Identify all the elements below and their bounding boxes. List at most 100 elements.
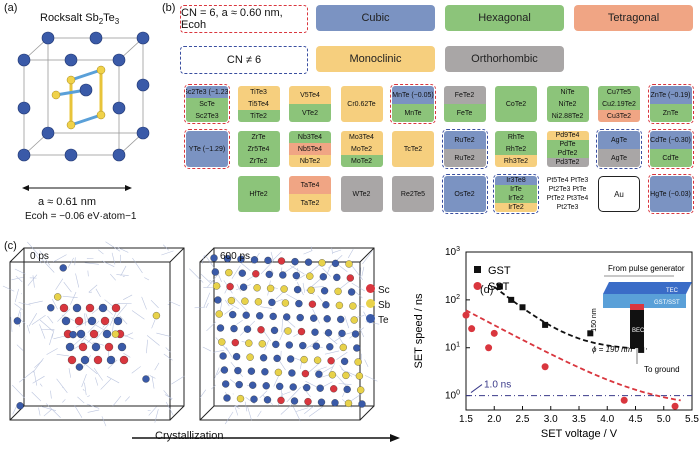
atom — [290, 397, 299, 405]
compound-label: TiTe2 — [237, 110, 280, 122]
bond-line — [260, 261, 274, 275]
time-600ps: 600 ps — [220, 251, 251, 262]
atom — [323, 315, 331, 323]
bond-line — [202, 346, 212, 352]
bond-line — [336, 351, 348, 360]
compound-label: TaTe2 — [289, 194, 331, 212]
atom — [299, 341, 307, 350]
bond-line — [107, 359, 118, 369]
bond-line — [82, 388, 85, 392]
bond-line — [100, 378, 112, 390]
x-axis-label: SET voltage / V — [541, 428, 618, 440]
sst-point — [671, 402, 679, 410]
atom — [295, 299, 303, 308]
bond-line — [106, 376, 120, 384]
bond-line — [39, 383, 43, 387]
bond-line — [101, 260, 115, 267]
bond-line — [310, 246, 313, 251]
compound-label: FeTe2 — [443, 86, 486, 104]
bond-line — [332, 249, 342, 253]
atom — [319, 273, 327, 281]
compound-label: MoTe2 — [340, 143, 383, 155]
x-tick-label: 5.5 — [685, 414, 699, 425]
bond-line — [131, 310, 145, 320]
compound-label: Rh3Te2 — [495, 155, 537, 167]
bond-line — [151, 376, 155, 389]
bond-line — [295, 407, 309, 412]
atom — [211, 268, 219, 276]
sst-fit-curve — [465, 309, 681, 402]
sst-point — [490, 329, 498, 337]
compound-tile: TiTe3 Ti5Te4 TiTe2 — [237, 86, 280, 122]
atom — [286, 355, 295, 363]
x-tick-label: 2.5 — [516, 414, 530, 425]
compound-tile: CoTe2 — [495, 86, 537, 122]
atom — [274, 368, 283, 377]
atom — [259, 354, 268, 362]
thickness-label: 150 nm — [591, 308, 598, 332]
atom — [300, 355, 308, 364]
bond-line — [236, 320, 243, 325]
atom — [273, 354, 281, 363]
bond-line — [94, 324, 107, 332]
compound-label: RhTe2 — [495, 143, 537, 155]
bond-line — [225, 347, 234, 360]
bond-line — [224, 299, 230, 307]
compound-label: HfTe2 — [237, 176, 280, 212]
bond-line — [232, 404, 240, 408]
compound-label: Cu3Te2 — [598, 110, 640, 122]
bond-line — [124, 332, 133, 337]
atom — [339, 343, 347, 352]
bond-line — [39, 319, 54, 332]
bond-line — [204, 254, 215, 269]
bond-line — [165, 347, 171, 353]
atom — [254, 298, 263, 306]
compound-label: Pt2Te3 PtTe — [546, 185, 589, 194]
panel-d-label: (d) — [480, 284, 494, 296]
legend-cubic: Cubic — [316, 5, 435, 31]
compound-label: IrTe2 — [495, 194, 537, 203]
atom — [261, 368, 269, 376]
bond-line — [67, 257, 74, 268]
bond-line — [27, 241, 41, 257]
compound-tile: TaTe4 TaTe2 — [289, 176, 331, 212]
atom — [281, 299, 290, 307]
compound-label: MnTe (−0.05) — [392, 86, 434, 104]
atom — [320, 287, 329, 295]
legend-series-name: GST — [488, 265, 511, 277]
lattice-arrow — [22, 185, 132, 191]
x-tick-label: 4.0 — [600, 414, 614, 425]
bond-line — [150, 299, 159, 309]
atom — [232, 352, 241, 361]
bond-line — [244, 401, 248, 412]
bond-line — [10, 316, 13, 332]
atom — [324, 329, 333, 337]
atom — [349, 302, 357, 310]
bond-line — [280, 402, 294, 415]
atom — [91, 342, 101, 352]
compound-label: Ir3Te8 — [495, 176, 537, 185]
atom — [308, 300, 317, 308]
panel-c-label: (c) — [4, 240, 17, 252]
atom — [355, 372, 364, 380]
atom — [337, 315, 345, 324]
gst-point — [519, 304, 526, 311]
bond-line — [132, 257, 143, 274]
legend-gst-marker — [474, 266, 481, 273]
bond-line — [51, 298, 58, 310]
bond-line — [306, 339, 319, 349]
bond-line — [206, 272, 220, 288]
atom — [293, 285, 302, 294]
atom — [304, 258, 313, 266]
atom — [250, 256, 259, 264]
atom — [243, 325, 252, 333]
bond-line — [360, 353, 363, 361]
atom — [265, 270, 273, 279]
compound-label: CdTe — [649, 149, 692, 167]
compound-tile: Cu7Te5 Cu2.19Te2 Cu3Te2 — [598, 86, 640, 122]
compound-tile: Au — [598, 176, 640, 212]
reference-arrow — [470, 384, 483, 393]
atom — [54, 293, 62, 301]
x-tick-label: 5.0 — [657, 414, 671, 425]
atom — [89, 329, 99, 339]
